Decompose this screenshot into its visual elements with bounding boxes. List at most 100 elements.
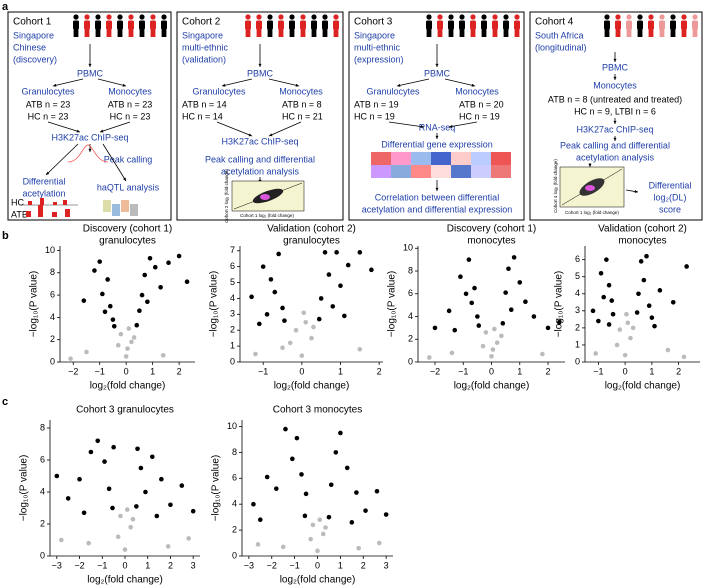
person-icon: [503, 20, 509, 30]
y-tick-label: 7: [230, 245, 235, 255]
data-point: [630, 325, 636, 331]
data-point: [130, 516, 136, 522]
data-point: [258, 517, 263, 523]
arrow-head: [46, 171, 50, 175]
y-tick-label: 4: [408, 311, 413, 321]
data-point: [590, 308, 596, 314]
plot-title: Validation (cohort 2): [598, 224, 687, 235]
heatmap-cell: [391, 165, 411, 178]
person-icon: [106, 20, 112, 30]
arrow: [388, 121, 425, 128]
data-point: [303, 491, 309, 497]
person-icon: [289, 20, 295, 30]
text-label: ATB n = 23: [108, 99, 153, 109]
text-label: ATB n = 20: [459, 99, 504, 109]
step-label: Singapore: [354, 30, 395, 40]
step-label: Differential: [23, 176, 66, 186]
data-point: [490, 347, 496, 352]
arrow-head: [123, 177, 126, 181]
step-label: acetylation: [22, 188, 65, 198]
data-point: [110, 505, 115, 511]
data-point: [376, 540, 382, 546]
data-point: [86, 540, 91, 546]
data-point: [475, 314, 480, 319]
person-icon: [503, 29, 509, 37]
data-point: [264, 474, 270, 480]
data-point: [318, 296, 324, 301]
data-point: [92, 268, 97, 273]
data-point: [158, 284, 163, 290]
step-label: PBMC: [247, 68, 274, 78]
person-icon: [278, 14, 284, 20]
x-tick-label: 2: [168, 560, 173, 570]
y-tick-label: 4: [50, 312, 55, 322]
step-label: Monocytes: [108, 86, 152, 96]
arrow-head: [588, 163, 592, 167]
step-label: Differential gene expression: [381, 139, 492, 149]
person-icon: [95, 20, 101, 30]
data-point: [334, 250, 339, 255]
y-tick-label: 0: [50, 356, 55, 366]
arrow-head: [613, 120, 617, 124]
y-tick-label: 3: [575, 305, 580, 315]
data-point: [122, 547, 128, 552]
track-peak: [53, 202, 57, 205]
data-point: [282, 318, 287, 323]
step-label: Peak calling and differential: [205, 154, 315, 164]
haqtl-graphic: [103, 200, 111, 212]
plot-title: Cohort 3 granulocytes: [76, 405, 174, 416]
data-point: [311, 324, 316, 330]
person-icon: [333, 20, 339, 30]
x-tick-label: 2: [676, 366, 681, 376]
data-point: [323, 525, 328, 530]
data-point: [503, 290, 508, 295]
person-icon: [161, 14, 167, 20]
person-icon: [426, 29, 432, 37]
data-point: [469, 300, 475, 306]
data-point: [322, 250, 328, 255]
text-label: Cohort 1: [13, 17, 52, 28]
data-point: [310, 522, 316, 528]
person-icon: [437, 29, 443, 37]
y-tick-label: 8: [50, 267, 55, 277]
person-icon: [615, 14, 621, 20]
step-label: (expression): [354, 54, 404, 64]
x-axis-label: log₂(fold change): [274, 381, 350, 392]
person-icon: [161, 20, 167, 30]
plot-title: granulocytes: [99, 236, 156, 247]
track-peak: [28, 201, 32, 205]
track-peak: [40, 198, 44, 205]
data-point: [268, 277, 274, 282]
y-tick-label: 8: [40, 422, 45, 432]
data-point: [102, 309, 108, 315]
person-icon: [117, 14, 123, 20]
arrow-head: [269, 133, 273, 137]
panel-label: a: [2, 1, 9, 13]
data-point: [102, 459, 107, 464]
person-icon: [514, 29, 520, 37]
data-point: [176, 253, 182, 259]
person-icon: [161, 29, 167, 37]
step-label: H3K27ac ChIP-seq: [51, 132, 128, 142]
arrow: [216, 121, 253, 137]
haqtl-graphic: [112, 204, 120, 216]
text-label: HC n = 19: [459, 111, 500, 121]
x-tick-label: −2: [68, 366, 78, 376]
person-icon: [459, 29, 465, 37]
person-icon: [492, 14, 498, 20]
data-point: [308, 536, 313, 542]
track-peak: [26, 211, 31, 217]
heatmap-cell: [491, 165, 511, 178]
data-point: [97, 259, 103, 264]
person-icon: [73, 14, 79, 20]
step-label: Differential: [649, 180, 692, 190]
heatmap-cell: [411, 152, 431, 165]
x-axis-label: log₂(fold change): [87, 575, 163, 586]
person-icon: [459, 20, 465, 30]
y-tick-label: 2: [408, 334, 413, 344]
y-tick-label: 1: [230, 340, 235, 350]
data-point: [126, 326, 132, 331]
data-point: [531, 314, 537, 319]
data-point: [489, 354, 494, 359]
arrow: [102, 143, 127, 182]
